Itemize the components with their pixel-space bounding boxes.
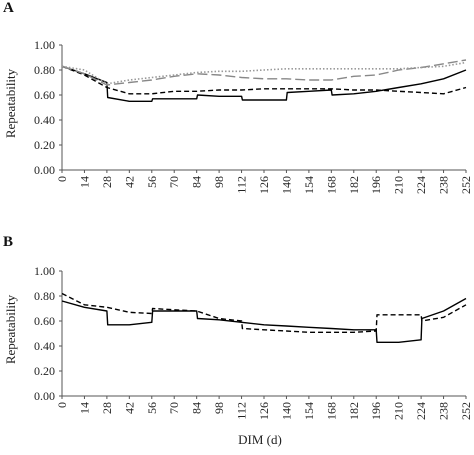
x-tick-label: 84 — [190, 176, 204, 188]
x-tick-label: 0 — [55, 402, 69, 408]
y-axis-label: Repeatability — [3, 294, 18, 364]
x-tick-label: 70 — [167, 176, 181, 188]
x-tick-label: 70 — [167, 402, 181, 414]
x-tick-label: 140 — [279, 402, 293, 420]
y-tick-label: 0.80 — [34, 289, 55, 303]
x-tick-label: 224 — [414, 176, 428, 194]
x-tick-label: 168 — [324, 402, 338, 420]
x-tick-label: 42 — [122, 402, 136, 414]
y-tick-label: 0.40 — [34, 339, 55, 353]
x-tick-label: 238 — [437, 402, 451, 420]
y-tick-label: 0.20 — [34, 364, 55, 378]
y-tick-label: 1.00 — [34, 264, 55, 278]
x-tick-label: 126 — [257, 402, 271, 420]
y-tick-label: 0.60 — [34, 314, 55, 328]
x-tick-label: 56 — [145, 402, 159, 414]
x-axis-label: DIM (d) — [238, 432, 282, 447]
y-tick-label: 0.00 — [34, 163, 55, 177]
x-tick-label: 210 — [392, 176, 406, 194]
x-tick-label: 154 — [302, 176, 316, 194]
y-axis-label: Repeatability — [3, 68, 18, 138]
y-tick-label: 0.00 — [34, 389, 55, 403]
x-tick-label: 28 — [100, 402, 114, 414]
x-tick-label: 56 — [145, 176, 159, 188]
x-tick-label: 238 — [437, 176, 451, 194]
x-tick-label: 182 — [347, 176, 361, 194]
series-line-dashed — [61, 292, 467, 333]
x-tick-label: 168 — [324, 176, 338, 194]
y-tick-label: 1.00 — [34, 38, 55, 52]
panel-label: A — [3, 0, 14, 16]
x-tick-label: 210 — [392, 402, 406, 420]
series-line-solid — [61, 65, 467, 103]
series-line-solid — [61, 297, 467, 343]
x-tick-label: 252 — [459, 402, 473, 420]
x-tick-label: 98 — [212, 176, 226, 188]
series-line-dashed — [61, 65, 467, 95]
x-tick-label: 0 — [55, 176, 69, 182]
y-tick-label: 0.40 — [34, 113, 55, 127]
y-tick-label: 0.20 — [34, 138, 55, 152]
x-tick-label: 14 — [77, 402, 91, 414]
x-tick-label: 140 — [279, 176, 293, 194]
y-tick-label: 0.60 — [34, 88, 55, 102]
x-tick-label: 112 — [235, 402, 249, 420]
series-line-dotted — [61, 61, 467, 85]
x-tick-label: 84 — [190, 402, 204, 414]
x-tick-label: 224 — [414, 402, 428, 420]
x-tick-label: 28 — [100, 176, 114, 188]
x-tick-label: 112 — [235, 176, 249, 194]
x-tick-label: 182 — [347, 402, 361, 420]
x-tick-label: 154 — [302, 402, 316, 420]
x-tick-label: 98 — [212, 402, 226, 414]
x-tick-label: 126 — [257, 176, 271, 194]
x-tick-label: 252 — [459, 176, 473, 194]
series-line-longdash — [61, 59, 467, 86]
x-tick-label: 14 — [77, 176, 91, 188]
y-tick-label: 0.80 — [34, 63, 55, 77]
x-tick-label: 196 — [369, 402, 383, 420]
x-tick-label: 196 — [369, 176, 383, 194]
x-tick-label: 42 — [122, 176, 136, 188]
panel-label: B — [3, 234, 13, 250]
